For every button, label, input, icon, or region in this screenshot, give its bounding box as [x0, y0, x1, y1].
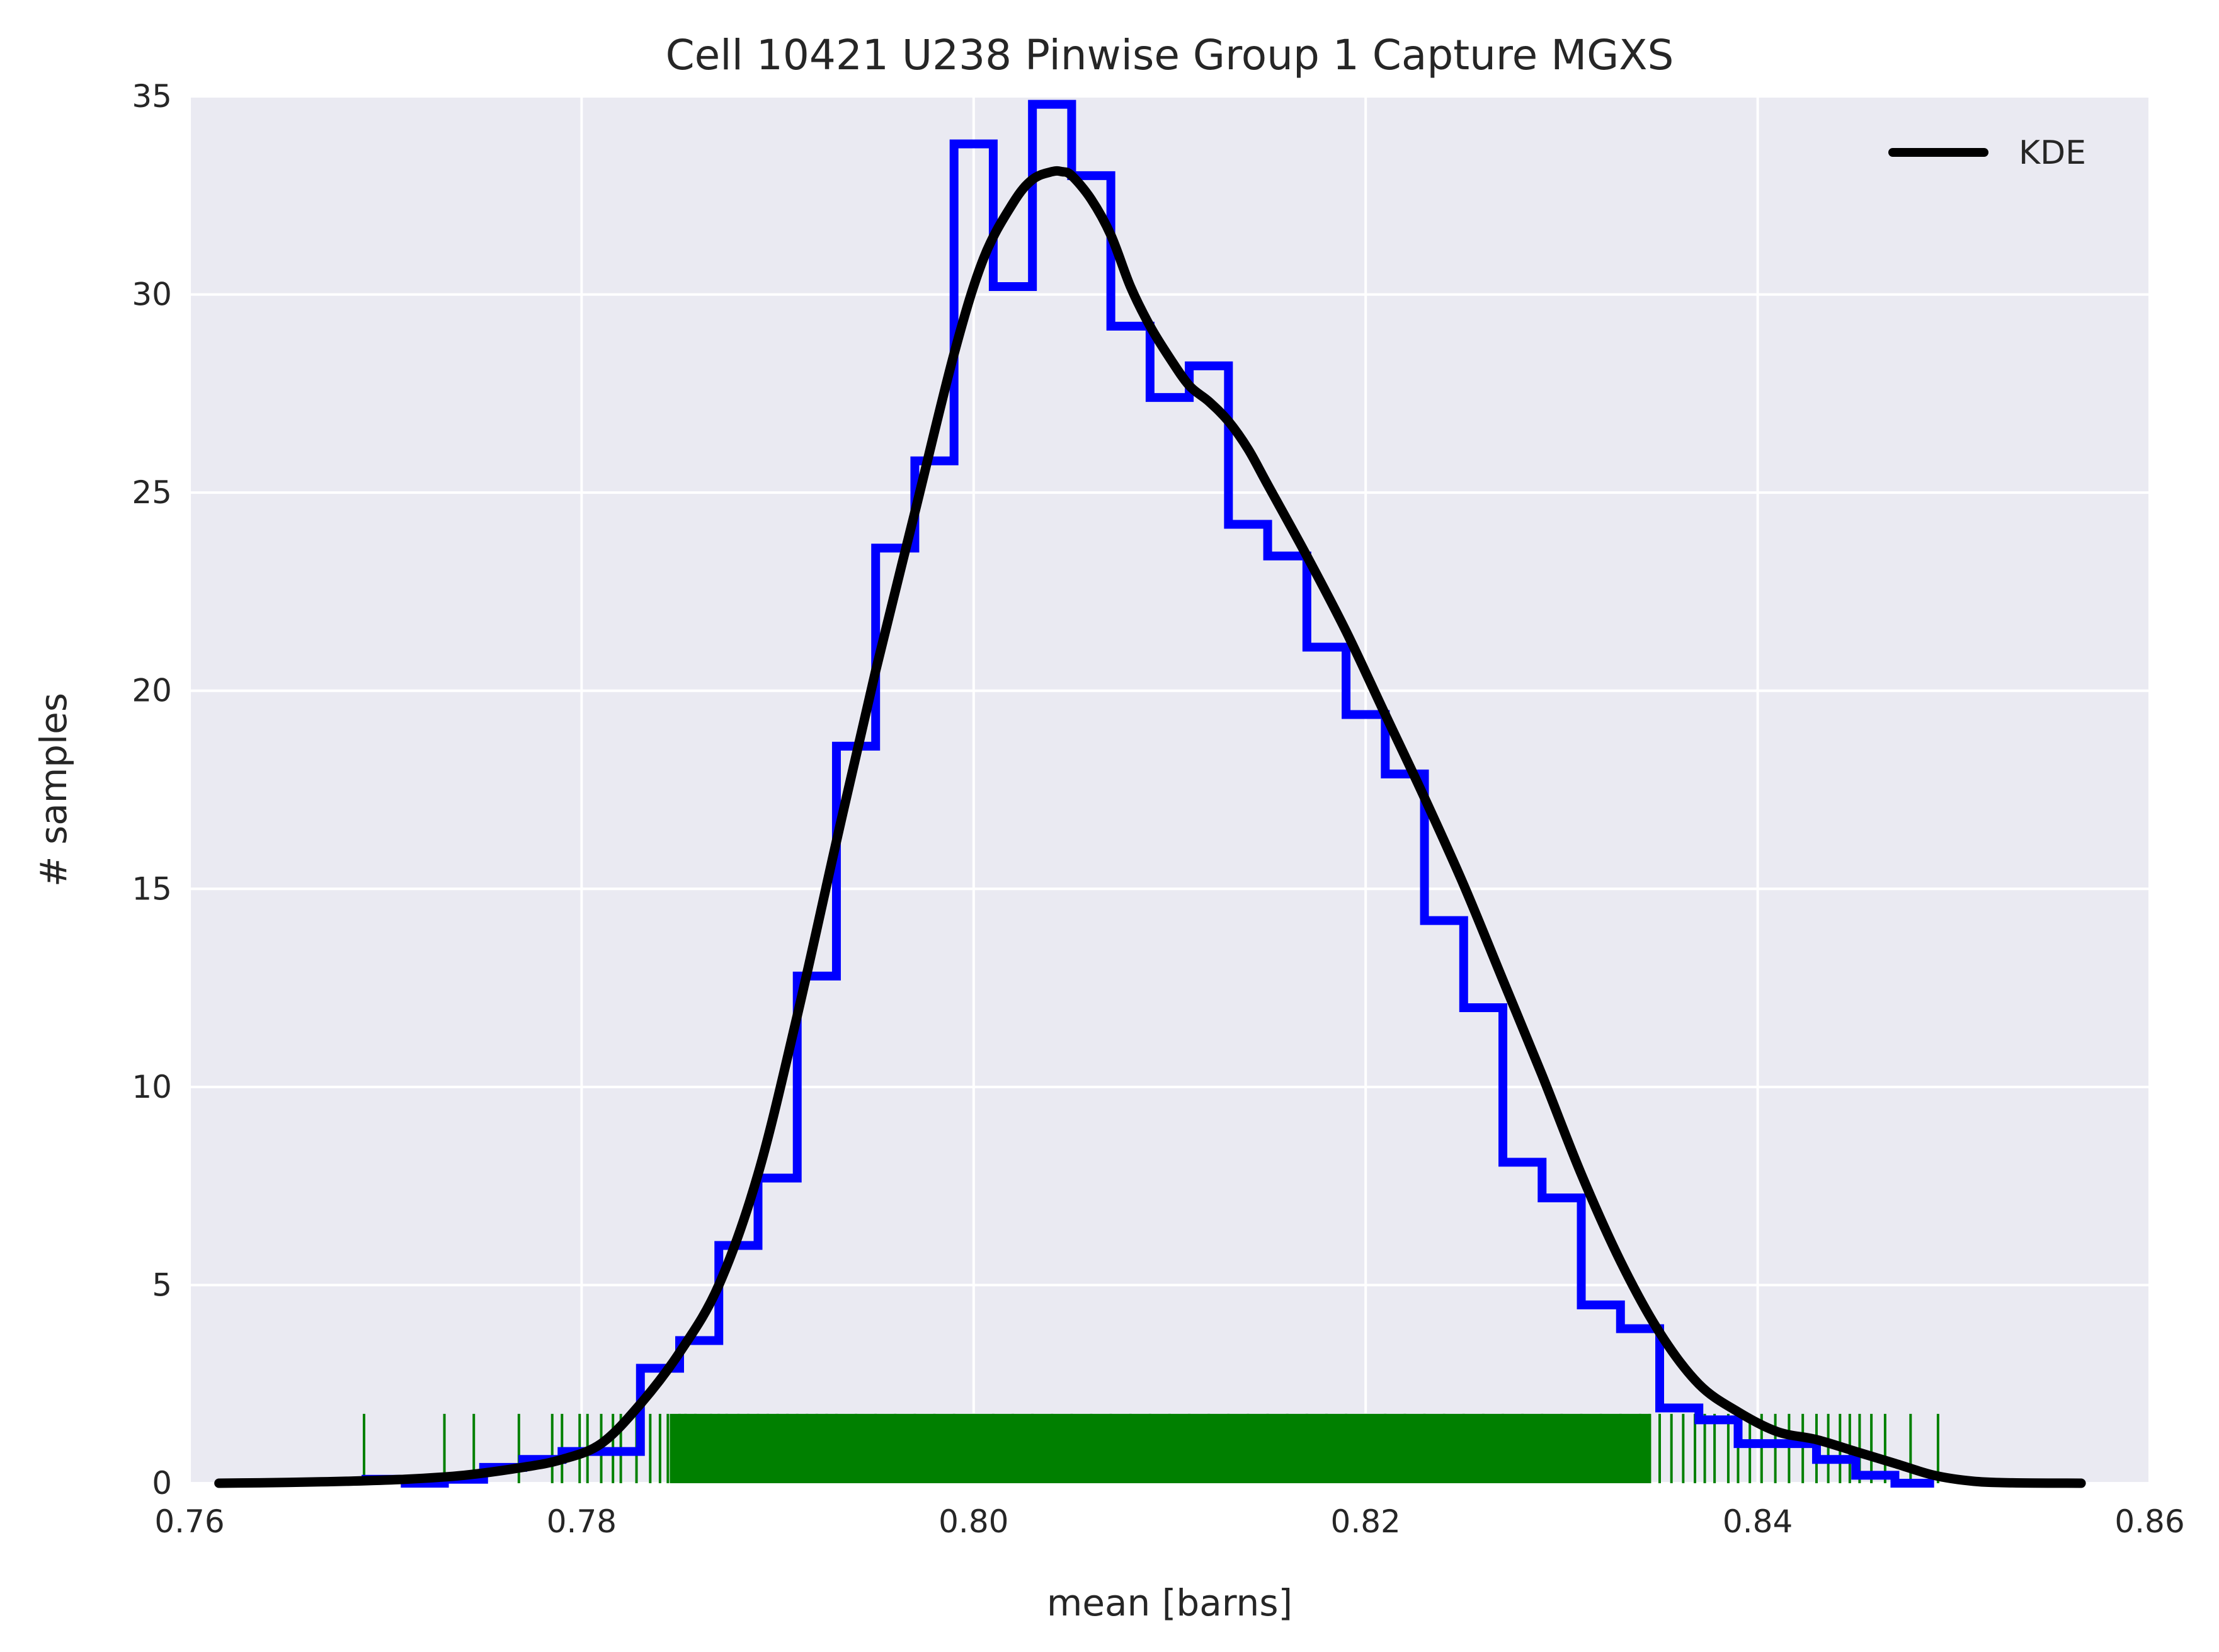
- legend: KDE: [1888, 134, 2086, 172]
- y-tick-label: 30: [132, 276, 172, 313]
- rug-dense-band: [670, 1413, 1650, 1483]
- grid: [188, 95, 2151, 1484]
- rug-plot: [362, 1413, 1939, 1483]
- y-tick-label: 35: [132, 78, 172, 115]
- y-tick-label: 0: [152, 1465, 172, 1501]
- y-tick-label: 20: [132, 673, 172, 709]
- chart-title: Cell 10421 U238 Pinwise Group 1 Capture …: [666, 31, 1674, 79]
- y-tick-label: 10: [132, 1069, 172, 1105]
- kde-curve: [214, 166, 2086, 1488]
- y-tick-label: 25: [132, 474, 172, 511]
- x-tick-label: 0.76: [154, 1503, 224, 1540]
- x-axis-label: mean [barns]: [1047, 1581, 1292, 1624]
- x-tick-label: 0.80: [938, 1503, 1008, 1540]
- plot-background: [190, 96, 2150, 1483]
- kde-line: [214, 166, 2086, 1488]
- legend-kde-label: KDE: [2019, 134, 2086, 172]
- x-tick-label: 0.84: [1723, 1503, 1793, 1540]
- y-axis-label: # samples: [32, 693, 75, 887]
- y-axis-ticks: 0 5 10 15 20 25 30 35: [132, 78, 172, 1501]
- x-tick-label: 0.82: [1331, 1503, 1401, 1540]
- y-tick-label: 5: [152, 1267, 172, 1303]
- x-tick-label: 0.78: [547, 1503, 617, 1540]
- y-tick-label: 15: [132, 870, 172, 907]
- x-axis-ticks: 0.76 0.78 0.80 0.82 0.84 0.86: [154, 1503, 2184, 1540]
- x-tick-label: 0.86: [2114, 1503, 2184, 1540]
